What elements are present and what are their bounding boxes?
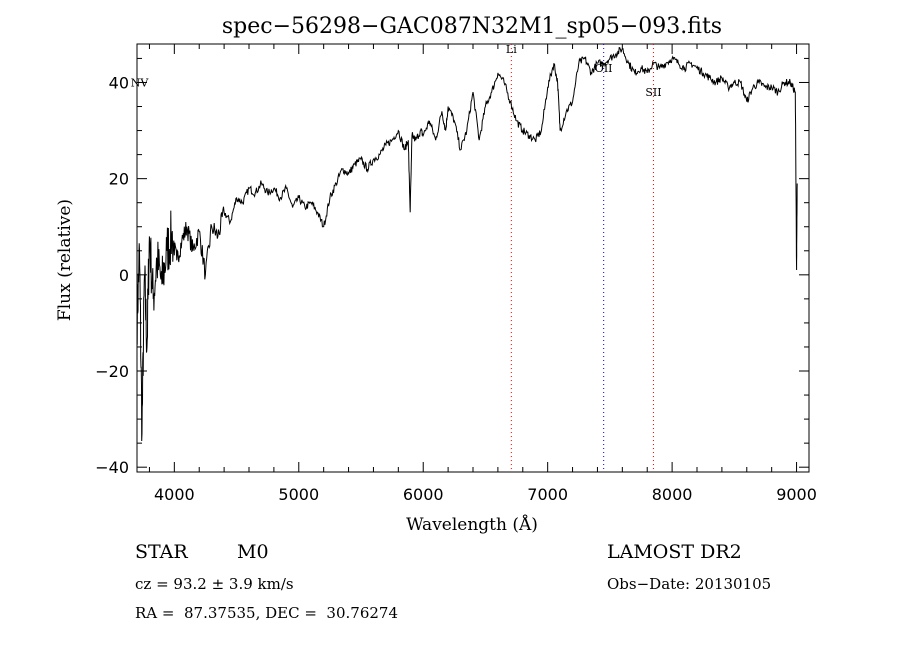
annotation-sii: SII [645, 86, 661, 99]
spectrum-series-0 [136, 46, 798, 442]
class-label: STAR [135, 541, 188, 563]
subclass-label: M0 [237, 541, 269, 563]
y-axis-ticks: −40 −20 0 20 40 [95, 57, 809, 477]
cz-text: cz = 93.2 ± 3.9 km/s [135, 575, 294, 593]
line-markers [510, 44, 654, 472]
y-tick-label: 40 [109, 73, 129, 92]
y-tick-label: −40 [95, 458, 129, 477]
y-axis-label: Flux (relative) [55, 199, 75, 321]
annotation-nv: NV [131, 76, 150, 89]
annotation-li: Li [506, 43, 517, 56]
x-tick-label: 7000 [527, 485, 568, 504]
plot-frame [136, 43, 810, 473]
ra-dec-text: RA = 87.37535, DEC = 30.76274 [135, 604, 399, 622]
x-axis-ticks: 4000 5000 6000 7000 8000 9000 [148, 44, 817, 504]
y-tick-label: 0 [119, 266, 129, 285]
y-tick-label: 20 [109, 170, 129, 189]
x-tick-label: 6000 [403, 485, 444, 504]
annotation-oii: OII [595, 62, 613, 75]
x-tick-label: 8000 [652, 485, 693, 504]
x-tick-label: 4000 [154, 485, 195, 504]
survey-label: LAMOST DR2 [607, 541, 742, 563]
obs-date-text: Obs−Date: 20130105 [607, 575, 772, 593]
x-axis-label: Wavelength (Å) [406, 514, 538, 535]
x-tick-label: 5000 [278, 485, 319, 504]
chart-title: spec−56298−GAC087N32M1_sp05−093.fits [222, 14, 722, 39]
line-annotations: NV Li OII SII [131, 43, 662, 99]
x-tick-label: 9000 [776, 485, 817, 504]
y-tick-label: −20 [95, 362, 129, 381]
spectrum-lines [136, 46, 798, 442]
